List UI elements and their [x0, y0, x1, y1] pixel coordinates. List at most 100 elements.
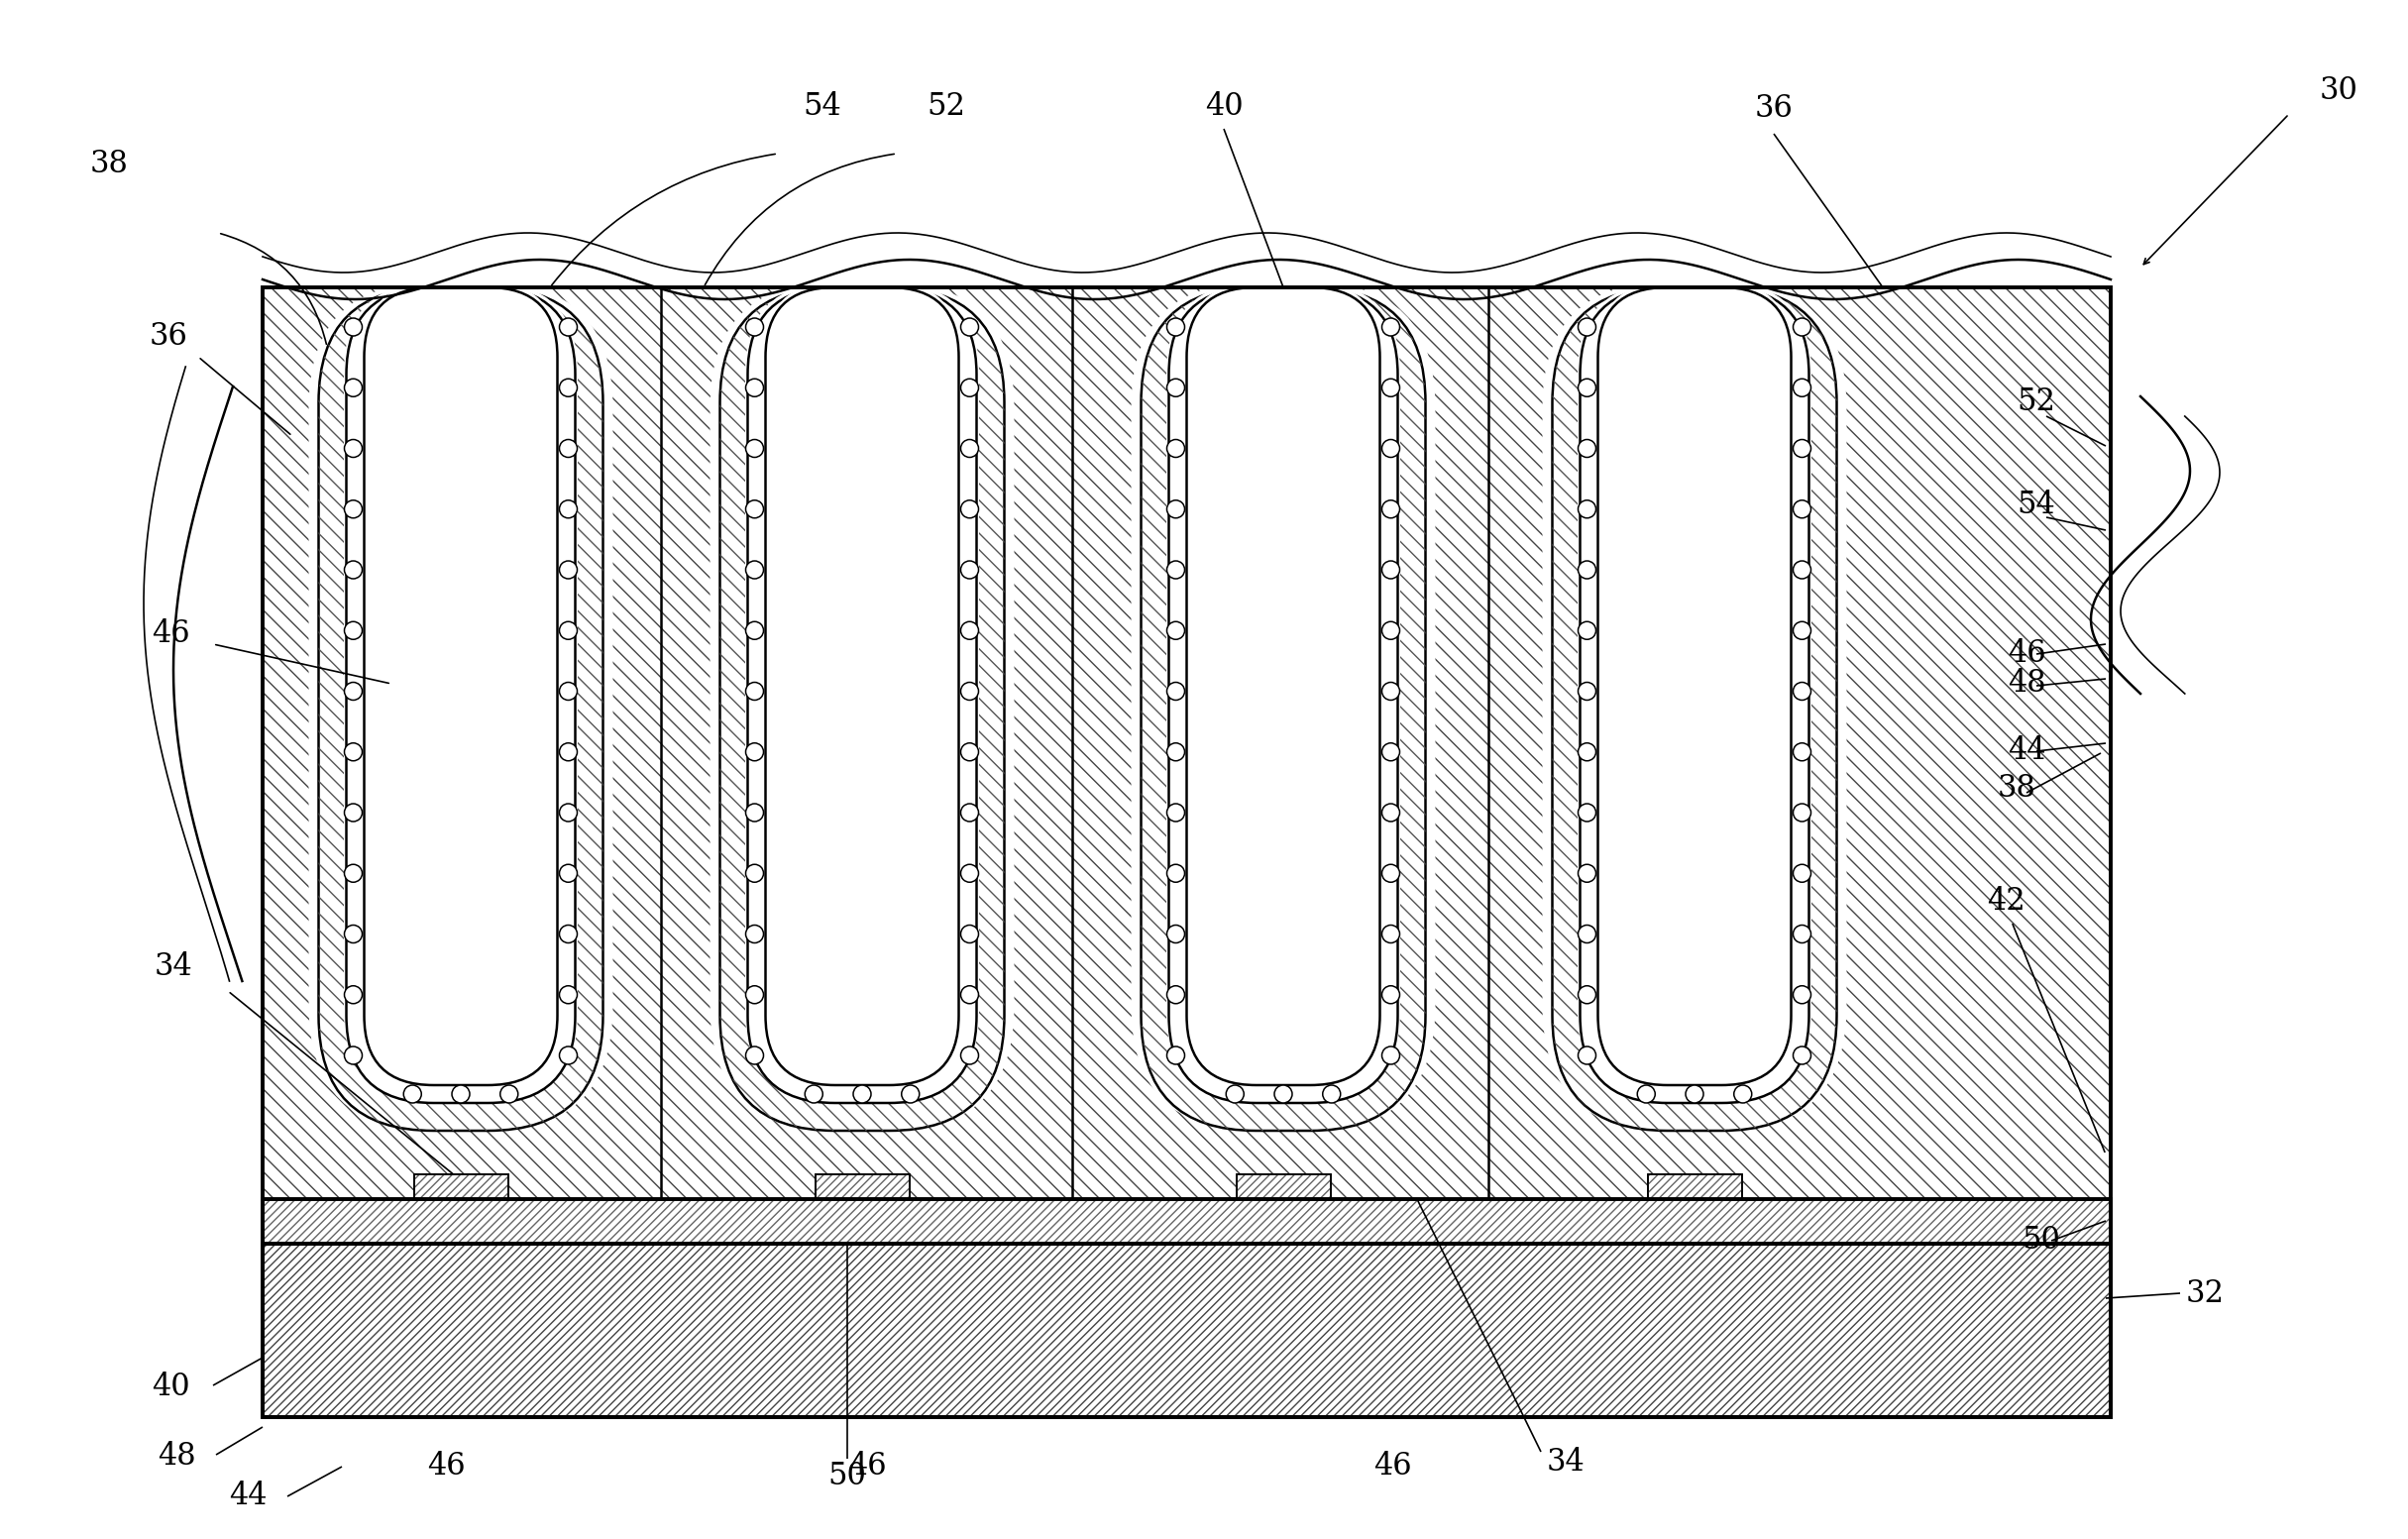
FancyBboxPatch shape: [1553, 288, 1837, 1131]
Circle shape: [344, 803, 361, 822]
Circle shape: [344, 319, 361, 336]
FancyBboxPatch shape: [347, 288, 576, 1103]
Circle shape: [559, 803, 578, 822]
Circle shape: [1322, 1085, 1341, 1103]
Text: 50: 50: [828, 1461, 867, 1491]
FancyBboxPatch shape: [1187, 283, 1380, 1085]
FancyBboxPatch shape: [308, 283, 614, 1131]
Circle shape: [961, 500, 978, 519]
Circle shape: [961, 319, 978, 336]
Circle shape: [746, 500, 763, 519]
Circle shape: [1168, 986, 1185, 1003]
Circle shape: [1686, 1085, 1702, 1103]
Circle shape: [344, 682, 361, 700]
Circle shape: [1382, 319, 1399, 336]
Bar: [262, 288, 2112, 1199]
Text: 52: 52: [2018, 386, 2056, 417]
Circle shape: [961, 1047, 978, 1065]
FancyBboxPatch shape: [1599, 288, 1792, 1085]
FancyBboxPatch shape: [1187, 288, 1380, 1085]
Circle shape: [961, 440, 978, 457]
Circle shape: [746, 1047, 763, 1065]
Circle shape: [1794, 319, 1811, 336]
Circle shape: [559, 500, 578, 519]
Bar: [1647, 1174, 1741, 1199]
Circle shape: [746, 440, 763, 457]
FancyBboxPatch shape: [746, 288, 978, 1103]
Circle shape: [961, 743, 978, 760]
Bar: [262, 288, 2112, 1199]
FancyBboxPatch shape: [318, 288, 602, 1131]
Circle shape: [1794, 925, 1811, 943]
Circle shape: [559, 865, 578, 882]
Circle shape: [501, 1085, 518, 1103]
FancyBboxPatch shape: [1599, 283, 1792, 1085]
Text: 34: 34: [1546, 1447, 1584, 1477]
Bar: [262, 1199, 2112, 1244]
FancyBboxPatch shape: [1141, 288, 1426, 1131]
Circle shape: [1382, 743, 1399, 760]
FancyBboxPatch shape: [364, 288, 556, 1085]
Circle shape: [559, 440, 578, 457]
Circle shape: [1382, 803, 1399, 822]
Circle shape: [344, 1047, 361, 1065]
Circle shape: [1382, 500, 1399, 519]
Circle shape: [746, 865, 763, 882]
Circle shape: [1794, 379, 1811, 397]
Circle shape: [344, 440, 361, 457]
Bar: [1235, 1174, 1329, 1199]
Circle shape: [1168, 440, 1185, 457]
FancyBboxPatch shape: [1580, 288, 1808, 1103]
Circle shape: [961, 925, 978, 943]
Text: 50: 50: [2023, 1225, 2061, 1256]
Text: 40: 40: [152, 1373, 190, 1402]
Bar: [262, 288, 2112, 1199]
Bar: [262, 1244, 2112, 1417]
Circle shape: [1794, 440, 1811, 457]
Circle shape: [1168, 743, 1185, 760]
Text: 48: 48: [2008, 668, 2047, 699]
FancyBboxPatch shape: [344, 283, 578, 1103]
Circle shape: [1382, 1047, 1399, 1065]
Circle shape: [453, 1085, 470, 1103]
Circle shape: [1577, 319, 1597, 336]
Circle shape: [1382, 560, 1399, 579]
Circle shape: [1168, 925, 1185, 943]
Circle shape: [1274, 1085, 1293, 1103]
Circle shape: [1168, 622, 1185, 639]
Circle shape: [1577, 440, 1597, 457]
Circle shape: [901, 1085, 920, 1103]
Circle shape: [1577, 682, 1597, 700]
Circle shape: [746, 560, 763, 579]
Circle shape: [1226, 1085, 1245, 1103]
Circle shape: [1168, 500, 1185, 519]
Circle shape: [344, 560, 361, 579]
FancyBboxPatch shape: [710, 283, 1014, 1131]
Circle shape: [344, 986, 361, 1003]
Text: 42: 42: [1987, 886, 2025, 917]
FancyBboxPatch shape: [744, 283, 980, 1103]
Text: 46: 46: [152, 619, 190, 649]
Text: 54: 54: [2018, 489, 2056, 520]
Bar: [1235, 1174, 1329, 1199]
Bar: [262, 1199, 2112, 1244]
Circle shape: [1382, 865, 1399, 882]
Bar: [262, 1199, 2112, 1244]
Circle shape: [1168, 865, 1185, 882]
Bar: [414, 1174, 508, 1199]
Circle shape: [1577, 500, 1597, 519]
Circle shape: [405, 1085, 421, 1103]
Circle shape: [1577, 379, 1597, 397]
Circle shape: [1794, 986, 1811, 1003]
Bar: [814, 1174, 910, 1199]
Circle shape: [1382, 622, 1399, 639]
Circle shape: [1382, 379, 1399, 397]
Circle shape: [1168, 1047, 1185, 1065]
Bar: [262, 1244, 2112, 1417]
Text: 38: 38: [89, 148, 128, 179]
Circle shape: [746, 622, 763, 639]
Text: 46: 46: [2008, 639, 2047, 669]
Circle shape: [1577, 743, 1597, 760]
Circle shape: [961, 379, 978, 397]
Text: 46: 46: [1373, 1451, 1411, 1482]
